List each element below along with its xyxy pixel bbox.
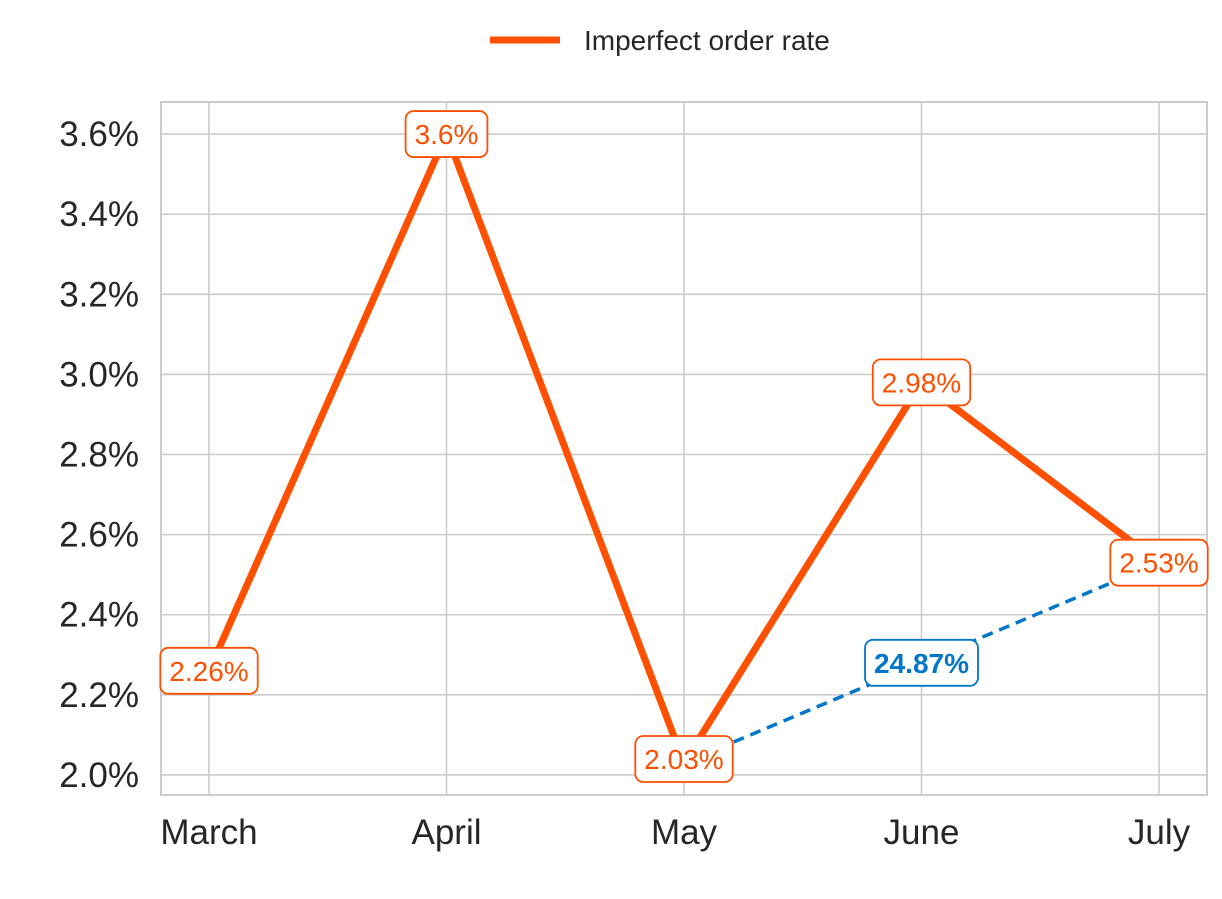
change-label-box bbox=[864, 638, 979, 687]
data-label-box bbox=[404, 110, 489, 158]
x-tick-label: April bbox=[411, 813, 481, 852]
y-tick-label: 2.6% bbox=[59, 516, 139, 555]
x-tick-label: July bbox=[1128, 813, 1191, 852]
y-tick-label: 3.4% bbox=[59, 195, 139, 234]
x-tick-label: March bbox=[160, 813, 257, 852]
y-axis-tick-labels: 2.0% 2.2% 2.4% 2.6% 2.8% 3.0% 3.2% 3.4% 3.6% bbox=[59, 115, 139, 795]
data-label: 3.6% bbox=[415, 119, 479, 150]
plot-frame bbox=[160, 101, 1208, 796]
data-label: 2.26% bbox=[169, 656, 248, 687]
y-tick-label: 3.6% bbox=[59, 115, 139, 154]
data-label-box bbox=[634, 735, 734, 783]
data-label-box bbox=[871, 358, 972, 407]
legend-label: Imperfect order rate bbox=[584, 25, 830, 56]
data-label-box bbox=[1109, 538, 1209, 587]
y-tick-label: 3.0% bbox=[59, 355, 139, 394]
y-tick-label: 3.2% bbox=[59, 275, 139, 314]
data-labels: 24.87% 2.26% 3.6% 2.03% 2.98% 2.53% bbox=[159, 110, 1209, 783]
y-tick-label: 2.0% bbox=[59, 756, 139, 795]
data-label: 2.98% bbox=[882, 367, 961, 398]
data-label: 2.03% bbox=[644, 744, 723, 775]
grid-lines bbox=[161, 102, 1207, 795]
data-label-box bbox=[159, 646, 259, 695]
x-axis-tick-labels: March April May June July bbox=[160, 813, 1190, 852]
y-tick-label: 2.8% bbox=[59, 436, 139, 475]
x-tick-label: June bbox=[884, 813, 960, 852]
data-label: 2.53% bbox=[1119, 548, 1198, 579]
change-label: 24.87% bbox=[874, 648, 969, 679]
y-tick-label: 2.4% bbox=[59, 596, 139, 635]
legend: Imperfect order rate bbox=[490, 25, 830, 56]
x-tick-label: May bbox=[651, 813, 718, 852]
y-tick-label: 2.2% bbox=[59, 676, 139, 715]
